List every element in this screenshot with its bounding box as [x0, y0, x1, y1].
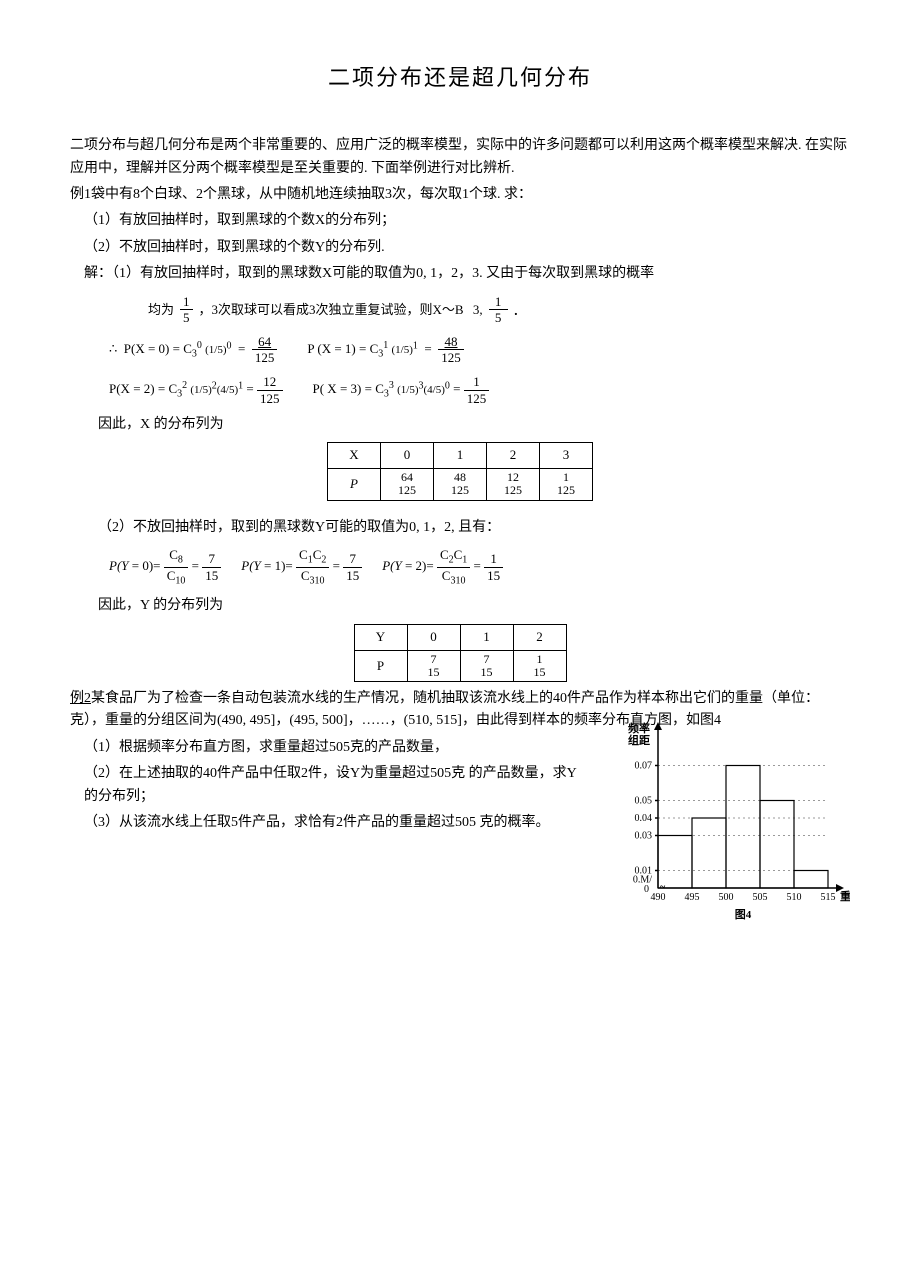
svg-text:图4: 图4: [735, 908, 752, 921]
svg-text:0.05: 0.05: [635, 796, 653, 807]
ex2-q2: （2）在上述抽取的40件产品中任取2件，设Y为重量超过505克 的产品数量，求Y…: [70, 763, 590, 808]
px3d: 125: [557, 484, 575, 497]
table-x-var: X: [328, 443, 381, 469]
ex1-disty-label: 因此，Y 的分布列为: [70, 595, 850, 617]
mean-text-a: 均为: [148, 302, 174, 318]
ex1-py-formulas: P(Y = 0)= C8C10 = 715 P(Y = 1)= C1C2C310…: [109, 547, 850, 587]
svg-text:510: 510: [787, 892, 802, 903]
ex1-stem: 例1袋中有8个白球、2个黑球，从中随机地连续抽取3次，每次取1个球. 求：: [70, 184, 850, 206]
svg-text:0.07: 0.07: [635, 761, 653, 772]
svg-text:495: 495: [685, 892, 700, 903]
py2n: 1: [534, 653, 546, 666]
svg-text:频率: 频率: [628, 721, 650, 735]
svg-text:重量: 重量: [840, 889, 850, 903]
px1d: 125: [451, 484, 469, 497]
svg-text:505: 505: [753, 892, 768, 903]
ex1-distx-label: 因此，X 的分布列为: [70, 414, 850, 436]
svg-text:500: 500: [719, 892, 734, 903]
ex2-block: 例2某食品厂为了检查一条自动包装流水线的生产情况，随机抽取该流水线上的40件产品…: [70, 688, 850, 834]
px2d: 125: [504, 484, 522, 497]
svg-text:0.04: 0.04: [635, 813, 653, 824]
ex2-q1: （1）根据频率分布直方图，求重量超过505克的产品数量，: [70, 737, 590, 759]
ex1-sol-lead: 解：（1）有放回抽样时，取到的黑球数X可能的取值为0, 1，2，3. 又由于每次…: [70, 263, 850, 285]
table-y-var: Y: [354, 624, 407, 650]
dist-table-y: Y 0 1 2 P 715 715 115: [354, 624, 567, 682]
table-y-p: P: [354, 650, 407, 681]
svg-text:0: 0: [644, 884, 649, 895]
table-y-v0: 0: [407, 624, 460, 650]
py0d: 15: [428, 666, 440, 679]
svg-text:0.M/: 0.M/: [633, 874, 652, 885]
page-title: 二项分布还是超几何分布: [70, 60, 850, 95]
table-x-p: P: [350, 476, 358, 491]
py2d: 15: [534, 666, 546, 679]
ex1-px-formulas: ∴ P(X = 0) = C30 (1/5)0 = 64125 P (X = 1…: [109, 334, 850, 406]
table-y-v1: 1: [460, 624, 513, 650]
ex1-sol2-lead: （2）不放回抽样时，取到的黑球数Y可能的取值为0, 1，2, 且有：: [70, 517, 850, 539]
ex1-q2: （2）不放回抽样时，取到黑球的个数Y的分布列.: [70, 237, 850, 259]
svg-text:0.03: 0.03: [635, 831, 653, 842]
py1d: 15: [481, 666, 493, 679]
table-x-v0: 0: [381, 443, 434, 469]
intro-paragraph: 二项分布与超几何分布是两个非常重要的、应用广泛的概率模型，实际中的许多问题都可以…: [70, 135, 850, 180]
svg-text:515: 515: [821, 892, 836, 903]
ex1-mean-formula: 均为 15 ，3次取球可以看成3次独立重复试验，则X～B 3, 1 5 .: [109, 294, 850, 326]
ex1-q1: （1）有放回抽样时，取到黑球的个数X的分布列；: [70, 210, 850, 232]
svg-text:490: 490: [651, 892, 666, 903]
table-x-v3: 3: [540, 443, 593, 469]
py0n: 7: [428, 653, 440, 666]
ex2-tag: 例2: [70, 691, 91, 706]
svg-text:组距: 组距: [628, 733, 650, 747]
histogram-figure: 频率组距0~0.010.030.040.050.070.M/4904955005…: [610, 718, 850, 928]
dist-table-x: X 0 1 2 3 P 64125 48125 12125 1125: [327, 442, 593, 500]
py1n: 7: [481, 653, 493, 666]
mean-text-b: ，3次取球可以看成3次独立重复试验，则X～B: [199, 302, 464, 318]
px0d: 125: [398, 484, 416, 497]
table-x-v2: 2: [487, 443, 540, 469]
table-y-v2: 2: [513, 624, 566, 650]
table-x-v1: 1: [434, 443, 487, 469]
ex2-q3: （3）从该流水线上任取5件产品，求恰有2件产品的重量超过505 克的概率。: [70, 812, 590, 834]
